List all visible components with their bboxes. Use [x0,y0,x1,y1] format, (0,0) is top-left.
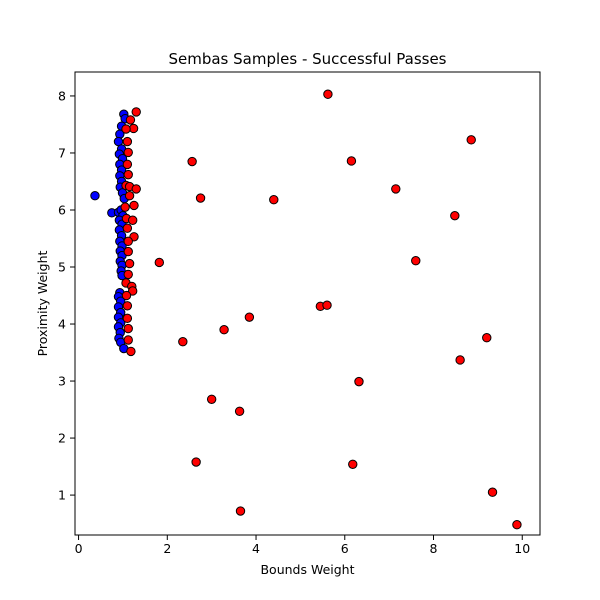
data-point [269,195,279,205]
chart-title: Sembas Samples - Successful Passes [168,50,446,68]
data-point [450,210,460,221]
data-point [121,290,132,301]
data-point [455,355,465,365]
data-point [131,184,141,194]
data-point [391,184,401,194]
data-point [127,215,138,225]
y-tick-label: 2 [58,431,66,446]
data-point [122,223,133,233]
data-point [123,147,133,158]
data-point [123,246,133,257]
x-axis-label: Bounds Weight [260,562,354,577]
x-tick-label: 0 [75,541,83,556]
data-point [123,269,133,280]
y-tick-label: 1 [58,488,66,503]
data-point [206,394,217,404]
x-tick-label: 6 [341,541,349,556]
data-point [127,286,138,296]
data-point [411,256,421,266]
data-point [322,300,332,310]
y-axis: 1 2 3 4 5 6 7 8 [58,88,75,503]
data-point [123,236,133,247]
data-point [125,115,136,125]
x-tick-label: 8 [430,541,438,556]
data-point [178,337,188,347]
data-point [123,169,133,180]
data-point [235,506,246,516]
data-point [191,457,201,467]
y-tick-label: 5 [58,260,66,275]
data-point [124,191,135,201]
data-point [129,200,139,211]
data-point [487,487,498,497]
data-point [124,258,135,269]
data-point [122,136,133,147]
data-point [122,159,133,170]
data-point [466,135,476,145]
data-point [123,323,133,334]
y-axis-label: Proximity Weight [35,251,50,357]
data-point [90,191,100,201]
y-tick-label: 3 [58,374,66,389]
data-point [120,202,130,212]
data-point [121,124,131,134]
data-point [131,107,141,117]
data-point [348,459,358,469]
data-points [90,89,522,530]
data-point [187,156,197,167]
x-tick-label: 10 [514,541,530,556]
data-point [195,193,206,203]
data-point [154,257,165,268]
data-point [244,312,255,322]
data-point [219,325,229,335]
data-point [512,520,522,530]
data-point [323,89,333,99]
y-tick-label: 6 [58,202,66,217]
y-tick-label: 7 [58,145,66,160]
x-axis: 0 2 4 6 8 10 [75,535,530,556]
data-point [122,313,133,324]
data-point [126,346,136,357]
x-tick-label: 4 [252,541,260,556]
data-point [354,376,364,387]
data-point [346,156,357,166]
data-point [234,406,245,416]
x-tick-label: 2 [163,541,171,556]
data-point [123,335,133,345]
y-tick-label: 8 [58,88,66,103]
y-tick-label: 4 [58,317,66,332]
data-point [122,301,133,311]
plot-area [74,71,541,536]
data-point [482,333,492,343]
